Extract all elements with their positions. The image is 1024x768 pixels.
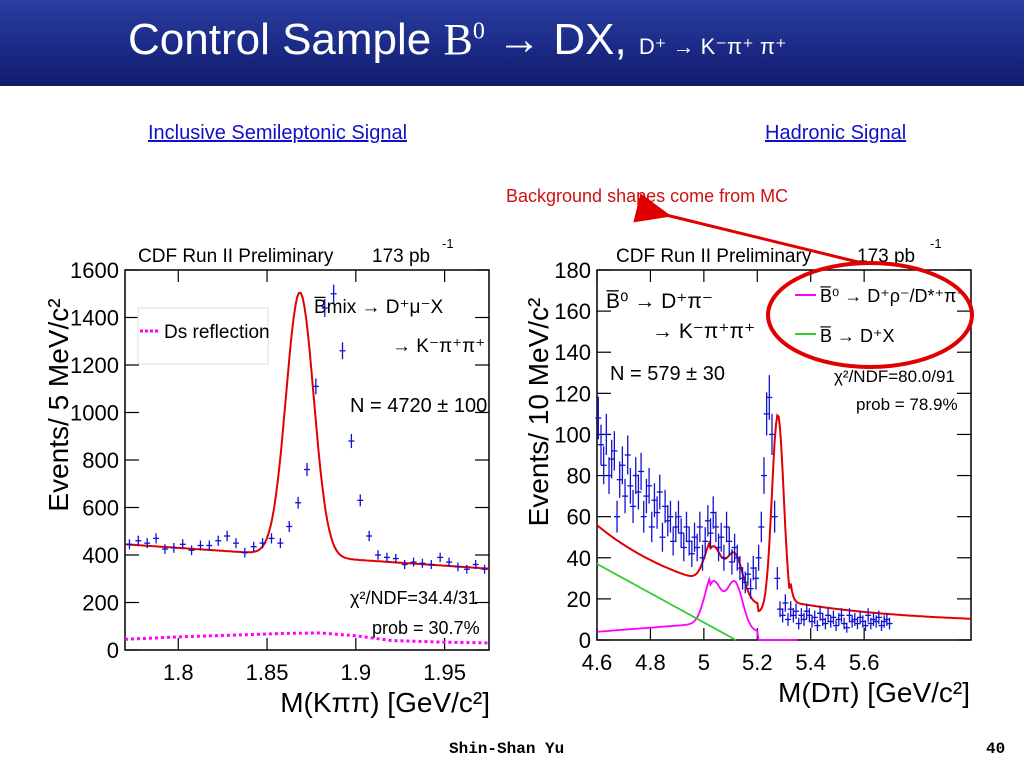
y-tick-label: 160 <box>554 299 591 324</box>
y-tick-label: 600 <box>82 496 119 521</box>
right-plot-lumi-sup: -1 <box>930 236 942 251</box>
right-plot: CDF Run II Preliminary 173 pb -1 4.6 4.8 5… <box>523 193 974 708</box>
hadronic-signal-link[interactable]: Hadronic Signal <box>765 122 907 144</box>
title-sub: D⁺ → K⁻π⁺ π⁺ <box>638 34 787 59</box>
y-tick-label: 1000 <box>70 401 119 426</box>
left-plot-legend-box <box>137 307 269 365</box>
left-plot-ylabel: Events/ 5 MeV/c² <box>43 298 74 511</box>
left-plot-lumi: 173 pb <box>372 246 430 267</box>
y-tick-label: 120 <box>554 381 591 406</box>
b0-legend: B̅⁰ → D⁺ρ⁻/D*⁺π⁻ <box>820 286 966 306</box>
y-tick-label: 1400 <box>70 306 119 331</box>
right-plot-marks <box>595 375 972 641</box>
left-prob: prob = 30.7% <box>372 618 480 638</box>
x-tick-label: 5 <box>698 650 710 675</box>
right-plot-xlabel: M(Dπ) [GeV/c²] <box>778 677 970 708</box>
y-tick-label: 800 <box>82 448 119 473</box>
left-chi2: χ²/NDF=34.4/31 <box>350 588 478 608</box>
title-bar <box>0 0 1024 86</box>
title-main: Control Sample <box>128 15 432 64</box>
y-tick-label: 0 <box>107 638 119 663</box>
x-tick-label: 1.95 <box>423 660 466 685</box>
right-yield: N = 579 ± 30 <box>610 363 725 385</box>
left-plot-header: CDF Run II Preliminary <box>138 246 334 267</box>
page-number: 40 <box>986 740 1006 758</box>
x-tick-label: 1.8 <box>163 660 194 685</box>
y-tick-label: 40 <box>567 546 591 571</box>
ds-reflection-curve <box>124 631 490 645</box>
x-tick-label: 5.6 <box>849 650 880 675</box>
right-chi2: χ²/NDF=80.0/91 <box>834 367 955 386</box>
y-tick-label: 140 <box>554 340 591 365</box>
y-tick-label: 1200 <box>70 353 119 378</box>
left-decay-line1: B̅mix → D⁺μ⁻X <box>314 297 444 318</box>
left-yield: N = 4720 ± 100 <box>350 395 487 417</box>
y-tick-label: 200 <box>82 591 119 616</box>
y-tick-label: 400 <box>82 543 119 568</box>
right-plot-header: CDF Run II Preliminary <box>616 246 812 267</box>
title-b-sup: 0 <box>472 18 485 45</box>
b-background-curve <box>596 563 737 641</box>
right-plot-ylabel: Events/ 10 MeV/c² <box>523 298 554 527</box>
y-tick-label: 0 <box>579 628 591 653</box>
fit-curve <box>596 413 972 620</box>
right-decay-line1: B̅⁰ → D⁺π⁻ <box>606 290 713 313</box>
title-arrow: → <box>497 15 542 64</box>
inclusive-semileptonic-link[interactable]: Inclusive Semileptonic Signal <box>148 122 408 144</box>
title-dx: DX, <box>553 15 627 64</box>
background-highlight-circle <box>766 261 974 369</box>
title-b: B <box>443 15 473 64</box>
y-tick-label: 20 <box>567 587 591 612</box>
x-tick-label: 4.6 <box>582 650 613 675</box>
footer-author: Shin-Shan Yu <box>449 740 565 758</box>
slide-title: Control Sample B0 → DX, D⁺ → K⁻π⁺ π⁺ <box>128 14 787 65</box>
y-tick-label: 1600 <box>70 258 119 283</box>
left-plot-xlabel: M(Kππ) [GeV/c²] <box>280 687 490 718</box>
y-tick-label: 60 <box>567 505 591 530</box>
right-prob: prob = 78.9% <box>856 395 958 414</box>
y-tick-label: 80 <box>567 464 591 489</box>
x-tick-label: 1.9 <box>341 660 372 685</box>
y-tick-label: 180 <box>554 258 591 283</box>
b-legend: B̅ → D⁺X <box>820 326 895 346</box>
left-decay-line2: → K⁻π⁺π⁺ <box>392 336 485 357</box>
y-tick-label: 100 <box>554 422 591 447</box>
x-tick-label: 4.8 <box>635 650 666 675</box>
right-decay-line2: → K⁻π⁺π⁺ <box>652 320 755 343</box>
x-tick-label: 5.2 <box>742 650 773 675</box>
left-plot-axes: 1.8 1.85 1.9 1.95 0 200 400 600 800 1000 1200 1400 1… <box>70 258 489 685</box>
x-tick-label: 1.85 <box>246 660 289 685</box>
x-tick-label: 5.4 <box>795 650 826 675</box>
right-plot-axes: 4.6 4.8 5 5.2 5.4 5.6 0 20 40 60 80 100 120 140 160 180 <box>554 258 971 675</box>
b0-background-curve <box>596 575 798 641</box>
annotation-arrow <box>633 193 859 264</box>
ds-reflection-legend: Ds reflection <box>164 322 270 343</box>
left-plot: CDF Run II Preliminary 173 pb -1 1.8 1.85… <box>43 236 490 718</box>
left-plot-lumi-sup: -1 <box>442 236 454 251</box>
left-plot-marks <box>124 284 490 645</box>
